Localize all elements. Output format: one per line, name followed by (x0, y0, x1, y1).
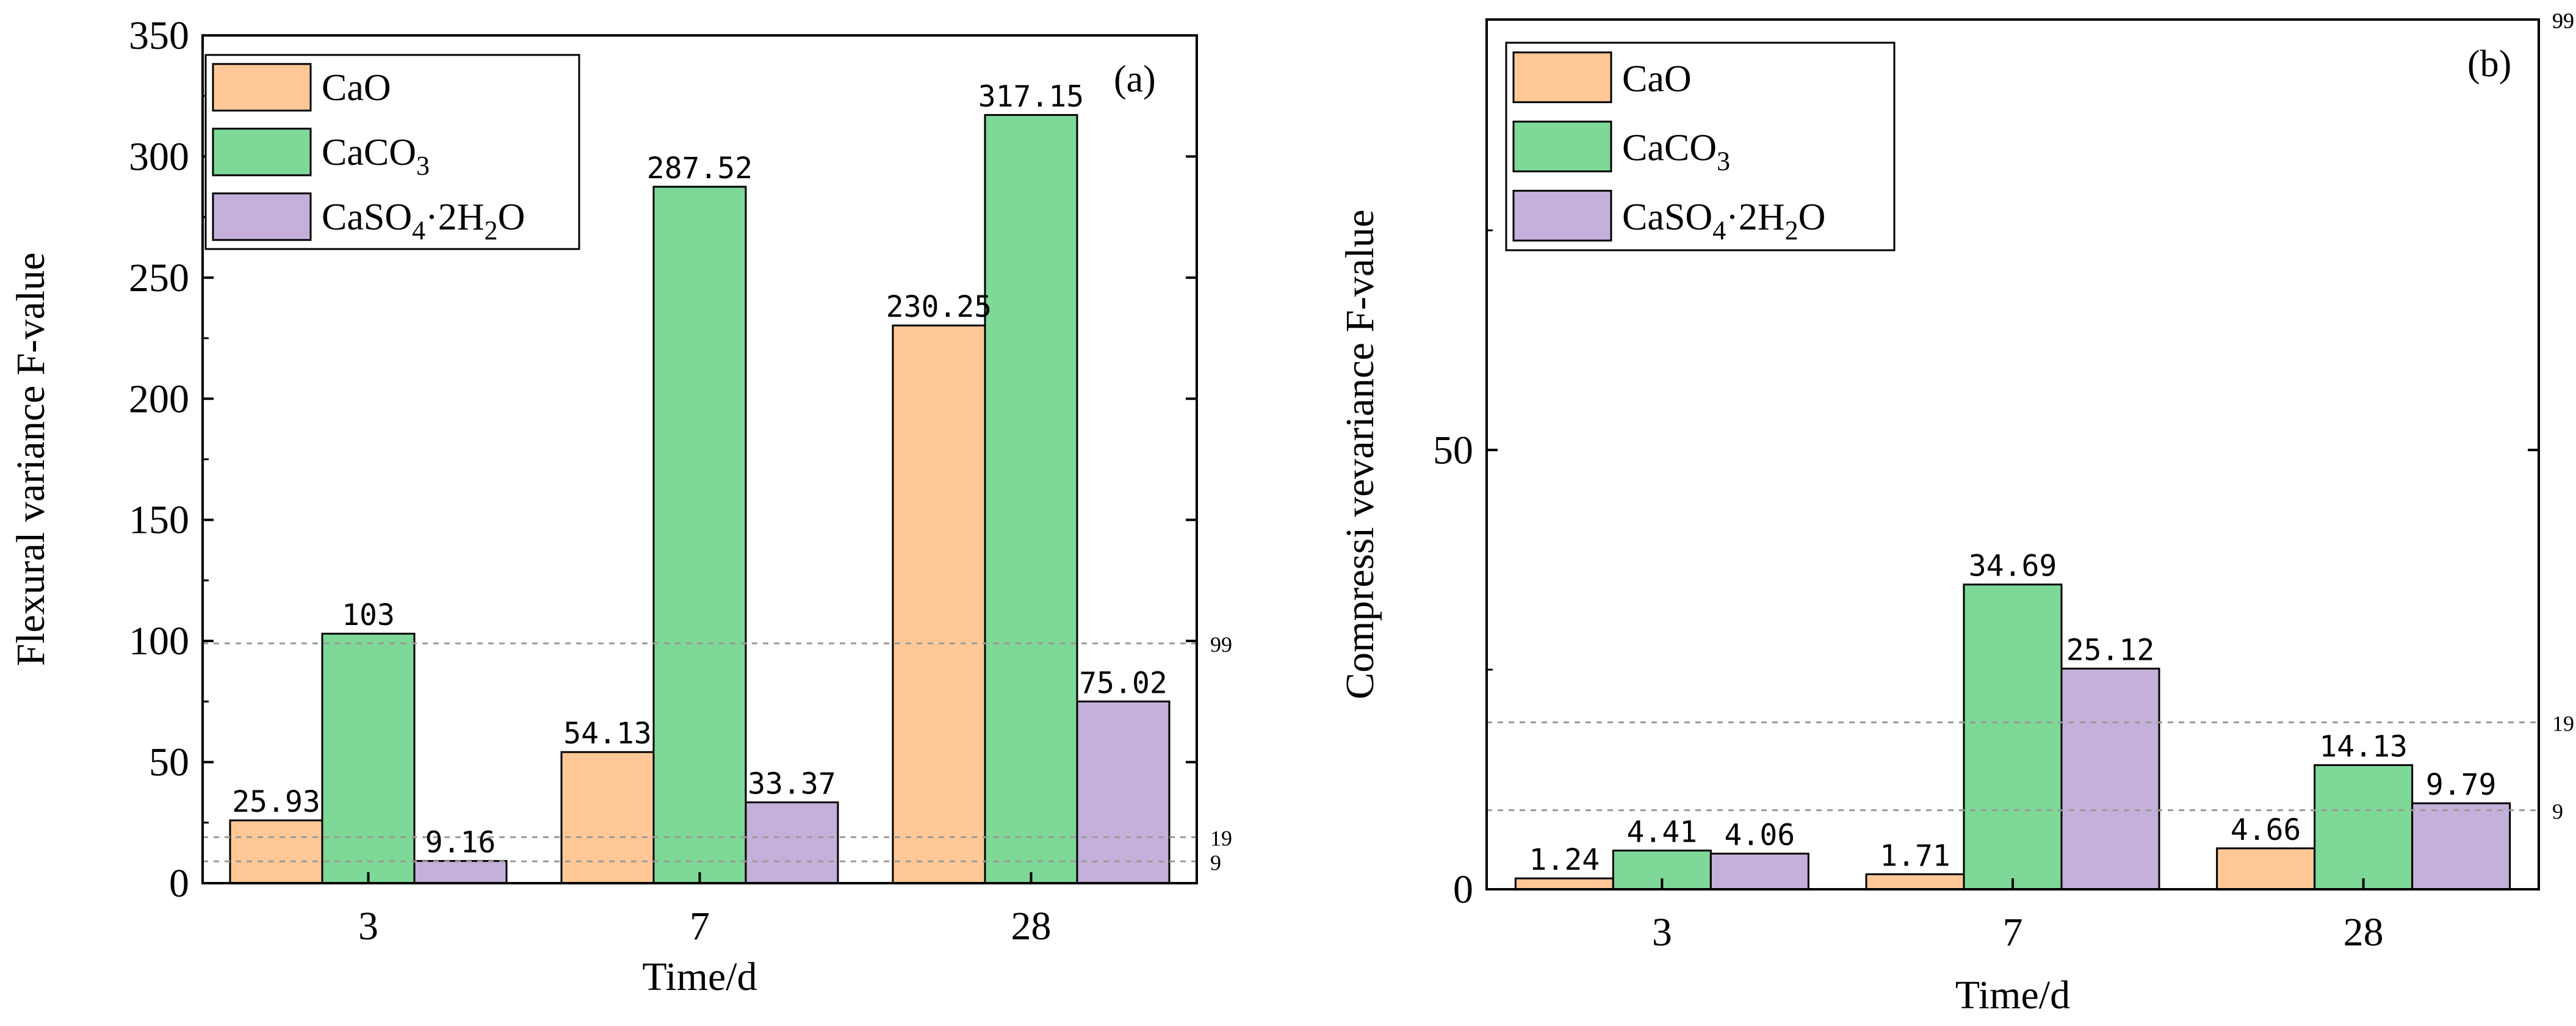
reference-line-label: 19 (1210, 826, 1232, 851)
panel-b: 0 50 99 3 7 28 1.24 1.71 4.66 4.41 34.69 14.13 4.0… (1338, 9, 2574, 1017)
panel-label-b: (b) (2467, 43, 2511, 85)
legend-label: CaO (1622, 58, 1692, 99)
data-label: 25.12 (2066, 633, 2155, 667)
x-axis-title-b: Time/d (1955, 973, 2070, 1017)
data-label: 25.93 (232, 785, 320, 819)
data-label: 4.66 (2231, 813, 2301, 847)
y-tick-label: 50 (1433, 428, 1473, 472)
data-label: 230.25 (886, 290, 992, 324)
reference-line-label: 9 (1210, 850, 1221, 875)
data-label: 9.79 (2426, 768, 2497, 802)
y-tick-label: 0 (169, 861, 189, 906)
legend-b: CaO CaCO3 CaSO4·2H2O (1505, 42, 1896, 251)
data-label: 317.15 (978, 79, 1084, 114)
legend-swatch (212, 128, 312, 176)
bars-b (1514, 583, 2511, 891)
x-tick-label: 7 (690, 904, 710, 948)
data-label: 4.41 (1627, 815, 1698, 850)
bar-cao-28 (892, 324, 986, 884)
x-tick-label: 3 (1652, 910, 1672, 955)
data-label: 14.13 (2319, 730, 2408, 764)
x-tick-label: 7 (2003, 910, 2023, 955)
panel-a: 0 50 100 150 200 250 300 350 3 7 28 25.93 54.13 230… (9, 13, 1232, 999)
y-tick-label: 350 (129, 13, 189, 58)
reference-lines-a (203, 642, 1197, 862)
legend-label: CaSO4·2H2O (1622, 197, 1825, 245)
data-label: 33.37 (748, 767, 836, 801)
bar-caso42h2o-28 (1076, 700, 1171, 884)
data-label: 9.16 (425, 826, 496, 860)
x-axis-b: 3 7 28 (1652, 878, 2384, 955)
x-axis-a: 3 7 28 (358, 872, 1052, 948)
data-labels-a: 25.93 54.13 230.25 103 287.52 317.15 9.16 33.37… (232, 79, 1167, 859)
legend-swatch (212, 192, 312, 241)
y-axis-title-a: Flexural variance F-value (9, 252, 53, 666)
y-tick-label: 200 (129, 377, 189, 421)
bar-caso42h2o-3 (1709, 853, 1809, 891)
bar-caso42h2o-7 (2060, 667, 2160, 891)
legend-label: CaSO4·2H2O (322, 197, 525, 245)
x-tick-label: 28 (2343, 910, 2384, 955)
legend-label: CaCO3 (322, 132, 430, 181)
legend-a: CaO CaCO3 CaSO4·2H2O (204, 54, 580, 250)
y-axis-b: 0 50 99 (1433, 9, 2574, 912)
x-tick-label: 28 (1011, 904, 1052, 948)
data-label: 34.69 (1969, 549, 2057, 583)
bar-caco3-28 (984, 114, 1078, 884)
y-axis-a: 0 50 100 150 200 250 300 350 (129, 13, 1197, 906)
bar-caco3-7 (652, 186, 747, 884)
data-label: 54.13 (563, 717, 652, 751)
bar-cao-3 (1514, 877, 1614, 891)
data-label: 287.52 (647, 151, 752, 186)
bar-caco3-3 (321, 632, 416, 884)
y-tick-label: 300 (129, 134, 189, 179)
legend-swatch (1512, 120, 1612, 173)
data-label: 1.24 (1529, 843, 1600, 877)
x-tick-label: 3 (358, 904, 378, 948)
bar-cao-7 (1865, 873, 1965, 891)
data-label: 103 (342, 598, 395, 632)
legend-swatch (1512, 51, 1612, 103)
bar-caco3-7 (1963, 583, 2063, 891)
y-tick-label: 0 (1453, 867, 1473, 912)
y-axis-title-b: Compressi vevariance F-value (1338, 209, 1382, 699)
y-tick-label: 50 (149, 740, 189, 785)
bar-caso42h2o-7 (745, 801, 839, 884)
data-label: 75.02 (1079, 666, 1167, 700)
reference-line-label: 99 (2552, 9, 2574, 33)
bar-caso42h2o-3 (413, 860, 508, 884)
legend-label: CaO (322, 67, 391, 109)
legend-swatch (212, 63, 312, 112)
y-tick-label: 100 (129, 619, 189, 663)
bar-cao-28 (2216, 847, 2316, 891)
legend-label: CaCO3 (1622, 128, 1730, 176)
bar-cao-3 (229, 819, 323, 884)
reference-line-label: 99 (1210, 632, 1232, 657)
y-max-label: 99 (2552, 9, 2574, 33)
y-tick-label: 150 (129, 498, 189, 543)
panel-label-a: (a) (1114, 59, 1156, 100)
data-labels-b: 1.24 1.71 4.66 4.41 34.69 14.13 4.06 25.12 9.79 (1529, 549, 2497, 877)
y-tick-label: 250 (129, 256, 189, 300)
reference-line-label: 9 (2552, 799, 2563, 823)
x-axis-title-a: Time/d (642, 955, 757, 999)
data-label: 1.71 (1880, 839, 1950, 873)
data-label: 4.06 (1725, 818, 1795, 853)
bar-caco3-28 (2314, 764, 2414, 891)
legend-swatch (1512, 190, 1612, 242)
bar-cao-7 (560, 751, 655, 884)
bar-caso42h2o-28 (2411, 802, 2511, 891)
reference-line-label: 19 (2552, 712, 2574, 736)
